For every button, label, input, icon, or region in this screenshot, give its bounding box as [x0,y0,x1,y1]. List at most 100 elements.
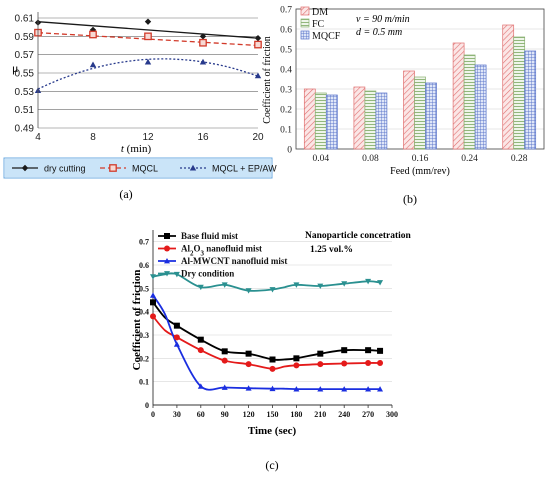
chart-a-panel-label: (a) [119,187,132,201]
chart-c-panel-label: (c) [265,458,278,472]
chart-c-point-3-0 [150,274,156,280]
chart-c-point-2-3 [197,383,204,389]
chart-c-x-tick-label: 210 [314,410,326,419]
chart-b-panel-label: (b) [403,192,417,206]
chart-c-point-1-8 [293,362,300,369]
chart-a-point-1-3 [199,38,207,47]
chart-c-point-3-4 [221,282,228,288]
chart-c-point-2-5 [245,385,252,391]
chart-a-point-0-3 [199,33,207,40]
chart-b-bar-1-3 [463,54,476,150]
chart-a-point-2-3 [199,58,207,65]
chart-b-y-axis-label: Coefficient of friction [262,36,273,124]
chart-c-point-1-3 [197,347,204,354]
chart-c-point-0-0 [150,299,156,306]
chart-c-point-1-4 [221,357,228,364]
chart-c-y-axis-label: Coefficient of friction [131,270,143,371]
chart-b-y-tick-label: 0.6 [280,26,292,36]
chart-a-x-tick-label: 16 [197,132,209,143]
chart-b-bar-0-4 [502,24,515,150]
chart-c-x-tick-label: 30 [173,410,181,419]
chart-b-bar-0-2 [403,70,415,150]
chart-b-y-tick-label: 0.2 [280,106,292,116]
chart-a-point-0-2 [144,18,152,25]
chart-c-point-1-5 [245,361,252,368]
chart-c-y-tick-label: 0.5 [139,284,149,293]
chart-b-bar-2-3 [474,64,487,150]
chart-c-x-tick-label: 90 [221,410,229,419]
chart-c-point-3-8 [293,282,300,288]
chart-c-legend-marker-1 [164,245,170,252]
chart-c-point-0-3 [197,336,204,343]
chart-a-legend-label-2: MQCL + EP/AW [212,164,277,174]
chart-c-y-tick-label: 0.1 [139,378,149,387]
chart-a-x-tick-label: 20 [252,132,264,143]
chart-c-x-tick-label: 60 [197,410,205,419]
chart-c-annotation-value: 1.25 vol.% [310,245,353,255]
chart-c-point-0-9 [317,350,324,357]
chart-c-point-3-6 [269,287,276,293]
chart-c-point-2-11 [365,386,372,392]
chart-c-point-1-12 [377,360,384,366]
chart-b-bar-0-3 [452,42,465,150]
chart-c-point-2-2 [173,341,180,347]
chart-c-point-0-6 [269,356,276,363]
chart-c-y-tick-label: 0.3 [139,331,149,340]
chart-b-bar-0-1 [353,86,366,150]
chart-c-x-tick-label: 0 [151,410,155,419]
chart-b-legend-swatch-0 [300,6,310,16]
chart-c-point-3-5 [245,288,252,294]
chart-a-point-1-1 [89,30,97,39]
chart-a-legend-label-1: MQCL [132,164,158,174]
chart-c-legend-label-0: Base fluid mist [181,231,238,241]
chart-a-legend: dry cutting MQCL MQCL + EP/AW [12,164,277,174]
chart-c-point-1-0 [150,313,156,320]
chart-a-y-tick-label: 0.51 [15,105,35,116]
chart-a-trend-1 [37,32,259,47]
chart-b-y-tick-label: 0.1 [280,126,292,136]
chart-a-x-label-var: t [121,143,125,155]
chart-a: 0.49 0.51 0.53 0.55 0.57 0.59 0.61 4 8 12 16 20 μ t… [3,12,277,201]
chart-c-legend-marker-2 [164,258,170,264]
chart-c-legend-marker-0 [164,233,170,239]
chart-c-point-1-11 [365,360,372,366]
chart-c-legend-label-3: Dry condition [181,269,234,279]
chart-a-y-tick-label: 0.55 [15,69,35,80]
chart-a-legend-marker-0 [21,164,29,172]
chart-c-legend-marker-3 [164,271,170,277]
chart-b-bar-0-0 [303,88,316,150]
legend-label-part: nanofluid mist [204,244,262,254]
chart-a-trend-2 [37,58,259,90]
chart-c-annotation-title: Nanoparticle concetration [305,231,412,241]
chart-a-y-tick-label: 0.53 [15,87,35,98]
chart-c-legend-label-1: Al2O3 nanofluid mist [181,244,262,258]
chart-c-point-0-10 [341,347,348,354]
chart-a-point-2-1 [89,61,97,68]
chart-b-y-tick-label: 0.5 [280,46,292,56]
chart-c-point-3-12 [377,280,384,286]
chart-b-tick-labels: 0 0.1 0.2 0.3 0.4 0.5 0.6 0.7 0.04 0.08 0.16 0.24 0.… [280,6,528,165]
chart-c-x-tick-label: 120 [243,410,255,419]
chart-c-point-2-6 [269,385,276,392]
chart-b-x-tick-label: 0.04 [312,154,329,164]
chart-b-x-tick-label: 0.28 [511,154,528,164]
chart-c-point-2-0 [150,292,156,298]
chart-b: 0 0.1 0.2 0.3 0.4 0.5 0.6 0.7 0.04 0.08 0.16 0.24 0.… [262,6,545,206]
chart-c-point-2-10 [341,386,348,392]
chart-c-line-1 [152,315,381,370]
chart-c-point-2-9 [317,386,324,392]
chart-c-point-0-5 [245,350,252,357]
chart-b-bar-2-1 [375,92,388,150]
chart-a-trend-lines [37,21,259,90]
chart-c-point-3-3 [197,284,204,291]
chart-b-legend-label-2: MQCF [312,31,341,42]
chart-a-y-tick-label: 0.49 [15,124,35,135]
chart-b-bar-1-4 [513,36,526,150]
chart-c-x-axis-label: Time (sec) [248,425,297,437]
chart-c-point-1-10 [341,360,348,367]
chart-a-point-1-2 [144,32,152,41]
chart-c-point-2-8 [293,386,300,392]
chart-c-point-1-9 [317,361,324,368]
chart-b-bar-1-0 [314,92,327,150]
